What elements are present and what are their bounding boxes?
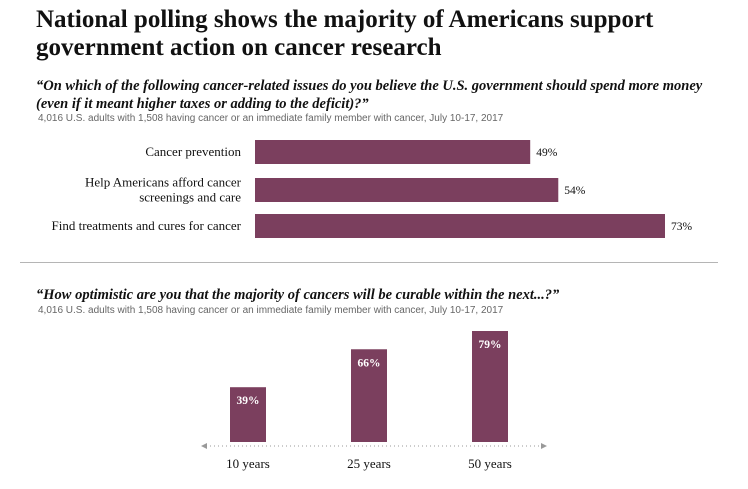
value-label: 73%	[671, 221, 693, 233]
bar-2	[255, 178, 559, 202]
value-label: 49%	[536, 147, 558, 159]
column-value-label: 66%	[358, 357, 381, 369]
category-label: Cancer prevention	[145, 144, 241, 159]
column-value-label: 39%	[237, 395, 260, 407]
value-label: 54%	[564, 185, 586, 197]
chart-1-sample-note: 4,016 U.S. adults with 1,508 having canc…	[38, 113, 504, 124]
x-tick-label: 25 years	[347, 456, 391, 471]
column-3	[472, 331, 508, 442]
bar-1	[255, 140, 531, 164]
chart-1-question: “On which of the following cancer-relate…	[36, 78, 703, 112]
section-divider	[20, 262, 718, 263]
axis-arrow-right-icon	[541, 443, 547, 449]
column-2	[351, 349, 387, 442]
chart-2-sample-note: 4,016 U.S. adults with 1,508 having canc…	[38, 305, 504, 316]
bar-3	[255, 214, 665, 238]
category-label: Find treatments and cures for cancer	[51, 218, 241, 233]
axis-arrow-left-icon	[201, 443, 207, 449]
chart-2-question: “How optimistic are you that the majorit…	[36, 287, 560, 303]
x-tick-label: 50 years	[468, 456, 512, 471]
category-label: Help Americans afford cancer screenings a…	[85, 175, 242, 205]
column-1	[230, 387, 266, 442]
horizontal-bar-chart: Cancer prevention 49% Help Americans affor…	[51, 140, 693, 238]
x-tick-label: 10 years	[226, 456, 270, 471]
column-value-label: 79%	[479, 339, 502, 351]
page-title: National polling shows the majority of A…	[36, 6, 654, 61]
